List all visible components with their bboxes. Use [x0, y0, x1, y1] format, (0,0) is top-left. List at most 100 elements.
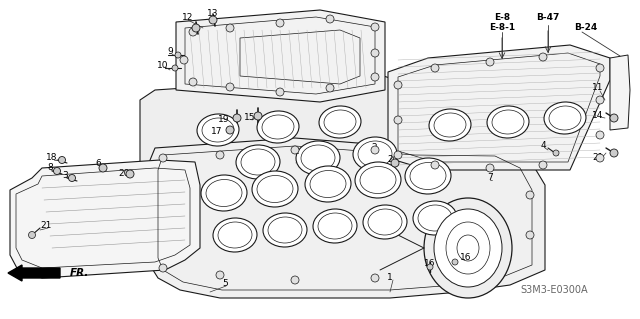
Ellipse shape: [427, 264, 433, 270]
Ellipse shape: [413, 201, 457, 235]
Ellipse shape: [226, 126, 234, 134]
Ellipse shape: [54, 167, 61, 174]
Ellipse shape: [213, 218, 257, 252]
Ellipse shape: [192, 24, 200, 32]
Polygon shape: [148, 138, 545, 298]
Polygon shape: [140, 75, 420, 175]
Ellipse shape: [175, 52, 181, 58]
Text: 20: 20: [118, 168, 130, 177]
Ellipse shape: [326, 84, 334, 92]
Ellipse shape: [276, 19, 284, 27]
Ellipse shape: [236, 145, 280, 179]
Ellipse shape: [371, 73, 379, 81]
Ellipse shape: [363, 205, 407, 239]
Text: 3: 3: [62, 170, 68, 180]
Ellipse shape: [263, 213, 307, 247]
Ellipse shape: [252, 171, 298, 207]
Polygon shape: [610, 55, 630, 130]
Text: 9: 9: [167, 48, 173, 56]
Ellipse shape: [305, 166, 351, 202]
Ellipse shape: [486, 58, 494, 66]
Text: 21: 21: [592, 153, 604, 162]
Text: 16: 16: [424, 258, 436, 268]
Ellipse shape: [596, 131, 604, 139]
Text: 11: 11: [592, 84, 604, 93]
Ellipse shape: [172, 65, 178, 71]
Ellipse shape: [526, 231, 534, 239]
Ellipse shape: [596, 154, 604, 162]
Text: 20: 20: [387, 155, 399, 165]
Ellipse shape: [371, 274, 379, 282]
Ellipse shape: [371, 146, 379, 154]
Ellipse shape: [233, 114, 241, 122]
Text: 18: 18: [46, 153, 58, 162]
Ellipse shape: [353, 137, 397, 171]
Ellipse shape: [99, 164, 107, 172]
Ellipse shape: [58, 157, 65, 164]
Text: 19: 19: [218, 115, 230, 124]
Ellipse shape: [326, 15, 334, 23]
Ellipse shape: [313, 209, 357, 243]
Text: 2: 2: [293, 147, 299, 157]
Text: E-8: E-8: [494, 13, 510, 23]
Text: B-24: B-24: [574, 23, 598, 32]
Text: 13: 13: [207, 10, 219, 19]
Ellipse shape: [291, 146, 299, 154]
Ellipse shape: [180, 56, 188, 64]
Text: 17: 17: [211, 128, 223, 137]
Text: 14: 14: [592, 110, 604, 120]
Ellipse shape: [391, 159, 399, 167]
Text: 12: 12: [182, 13, 194, 23]
Text: 5: 5: [222, 279, 228, 288]
Text: 2: 2: [371, 144, 377, 152]
Ellipse shape: [68, 174, 76, 182]
Text: 10: 10: [157, 61, 169, 70]
Ellipse shape: [29, 232, 35, 239]
Ellipse shape: [189, 78, 197, 86]
Ellipse shape: [209, 16, 217, 24]
Ellipse shape: [201, 175, 247, 211]
Ellipse shape: [539, 53, 547, 61]
Polygon shape: [10, 160, 200, 278]
Ellipse shape: [610, 114, 618, 122]
Ellipse shape: [434, 209, 502, 287]
Ellipse shape: [189, 28, 197, 36]
Ellipse shape: [291, 276, 299, 284]
Ellipse shape: [544, 102, 586, 134]
Ellipse shape: [596, 96, 604, 104]
Polygon shape: [388, 45, 610, 170]
Ellipse shape: [394, 151, 402, 159]
Ellipse shape: [429, 109, 471, 141]
Ellipse shape: [254, 112, 262, 120]
Text: E-8-1: E-8-1: [489, 23, 515, 32]
Ellipse shape: [394, 116, 402, 124]
Ellipse shape: [319, 106, 361, 138]
Text: FR.: FR.: [70, 268, 90, 278]
Ellipse shape: [226, 83, 234, 91]
Ellipse shape: [371, 23, 379, 31]
Text: 6: 6: [95, 159, 101, 167]
Text: 21: 21: [40, 221, 52, 231]
Ellipse shape: [596, 64, 604, 72]
Ellipse shape: [452, 259, 458, 265]
FancyArrow shape: [8, 265, 60, 281]
Ellipse shape: [126, 170, 134, 178]
Text: 16: 16: [460, 254, 472, 263]
Ellipse shape: [226, 24, 234, 32]
Ellipse shape: [159, 264, 167, 272]
Text: 4: 4: [540, 140, 546, 150]
Ellipse shape: [487, 106, 529, 138]
Text: 8: 8: [47, 164, 53, 173]
Ellipse shape: [526, 191, 534, 199]
Text: 15: 15: [244, 114, 256, 122]
Ellipse shape: [216, 151, 224, 159]
Ellipse shape: [431, 161, 439, 169]
Ellipse shape: [159, 154, 167, 162]
Ellipse shape: [394, 81, 402, 89]
Text: B-47: B-47: [536, 13, 560, 23]
Ellipse shape: [257, 111, 299, 143]
Ellipse shape: [486, 164, 494, 172]
Ellipse shape: [197, 114, 239, 146]
Ellipse shape: [296, 141, 340, 175]
Ellipse shape: [553, 150, 559, 156]
